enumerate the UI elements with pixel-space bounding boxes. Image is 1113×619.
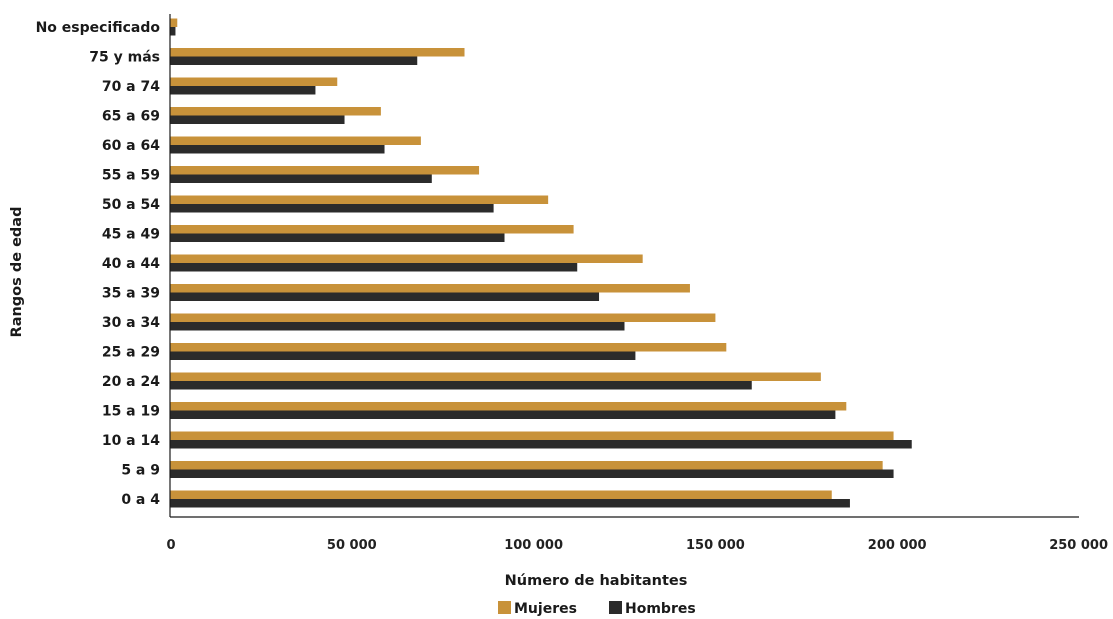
bar-mujeres-0: [170, 18, 178, 27]
x-tick-label: 250 000: [1049, 538, 1108, 553]
bar-hombres-12: [170, 381, 752, 390]
bar-mujeres-16: [170, 490, 832, 499]
category-label: 65 a 69: [102, 109, 160, 125]
bar-hombres-5: [170, 174, 432, 183]
bar-mujeres-13: [170, 402, 847, 411]
category-label: 5 a 9: [121, 463, 160, 479]
bar-hombres-3: [170, 115, 345, 124]
bar-hombres-14: [170, 440, 912, 449]
legend-swatch-hombres: [609, 601, 622, 614]
x-tick-label: 50 000: [327, 538, 377, 553]
bar-hombres-1: [170, 56, 418, 65]
category-label: 10 a 14: [102, 433, 160, 449]
category-label: 75 y más: [89, 50, 160, 66]
bar-hombres-0: [170, 27, 176, 36]
category-label: 15 a 19: [102, 404, 160, 420]
bar-mujeres-8: [170, 254, 643, 263]
x-tick-labels: 0 50 000 100 000 150 000 200 000 250 000: [166, 538, 1108, 553]
x-tick-label: 150 000: [686, 538, 745, 553]
category-label: 25 a 29: [102, 345, 160, 361]
category-label: 40 a 44: [102, 256, 160, 272]
category-label: 55 a 59: [102, 168, 160, 184]
bar-mujeres-5: [170, 166, 480, 175]
bar-hombres-15: [170, 469, 894, 478]
legend: Mujeres Hombres: [498, 601, 696, 617]
y-axis-title: Rangos de edad: [9, 207, 25, 338]
legend-swatch-mujeres: [498, 601, 511, 614]
category-label: No especificado: [36, 20, 161, 36]
bar-mujeres-15: [170, 461, 883, 470]
category-label: 45 a 49: [102, 227, 160, 243]
x-tick-label: 100 000: [504, 538, 563, 553]
category-label: 0 a 4: [121, 492, 160, 508]
bar-mujeres-6: [170, 195, 549, 204]
bar-hombres-11: [170, 351, 636, 360]
legend-label-mujeres: Mujeres: [514, 601, 577, 617]
bar-mujeres-14: [170, 431, 894, 440]
x-tick-label: 0: [166, 538, 175, 553]
category-label: 30 a 34: [102, 315, 160, 331]
category-label: 60 a 64: [102, 138, 160, 154]
bar-hombres-6: [170, 204, 494, 213]
bars-group: [170, 18, 912, 508]
bar-mujeres-1: [170, 48, 465, 57]
bar-hombres-2: [170, 86, 316, 95]
bar-hombres-16: [170, 499, 850, 508]
legend-label-hombres: Hombres: [625, 601, 696, 617]
bar-hombres-9: [170, 292, 600, 301]
bar-mujeres-3: [170, 107, 381, 116]
x-axis-title: Número de habitantes: [505, 573, 688, 589]
bar-mujeres-7: [170, 225, 574, 234]
category-label: 70 a 74: [102, 79, 160, 95]
bar-hombres-8: [170, 263, 578, 272]
category-label: 35 a 39: [102, 286, 160, 302]
bar-hombres-4: [170, 145, 385, 154]
category-labels: No especificado 75 y más 70 a 74 65 a 69 60 …: [36, 20, 161, 508]
bar-mujeres-2: [170, 77, 338, 86]
bar-mujeres-12: [170, 372, 821, 381]
bar-mujeres-9: [170, 284, 690, 293]
bar-mujeres-11: [170, 343, 727, 352]
bar-mujeres-10: [170, 313, 716, 322]
bar-hombres-10: [170, 322, 625, 331]
x-tick-label: 200 000: [868, 538, 927, 553]
category-label: 20 a 24: [102, 374, 160, 390]
bar-hombres-13: [170, 410, 836, 419]
bar-hombres-7: [170, 233, 505, 242]
category-label: 50 a 54: [102, 197, 160, 213]
bar-mujeres-4: [170, 136, 421, 145]
